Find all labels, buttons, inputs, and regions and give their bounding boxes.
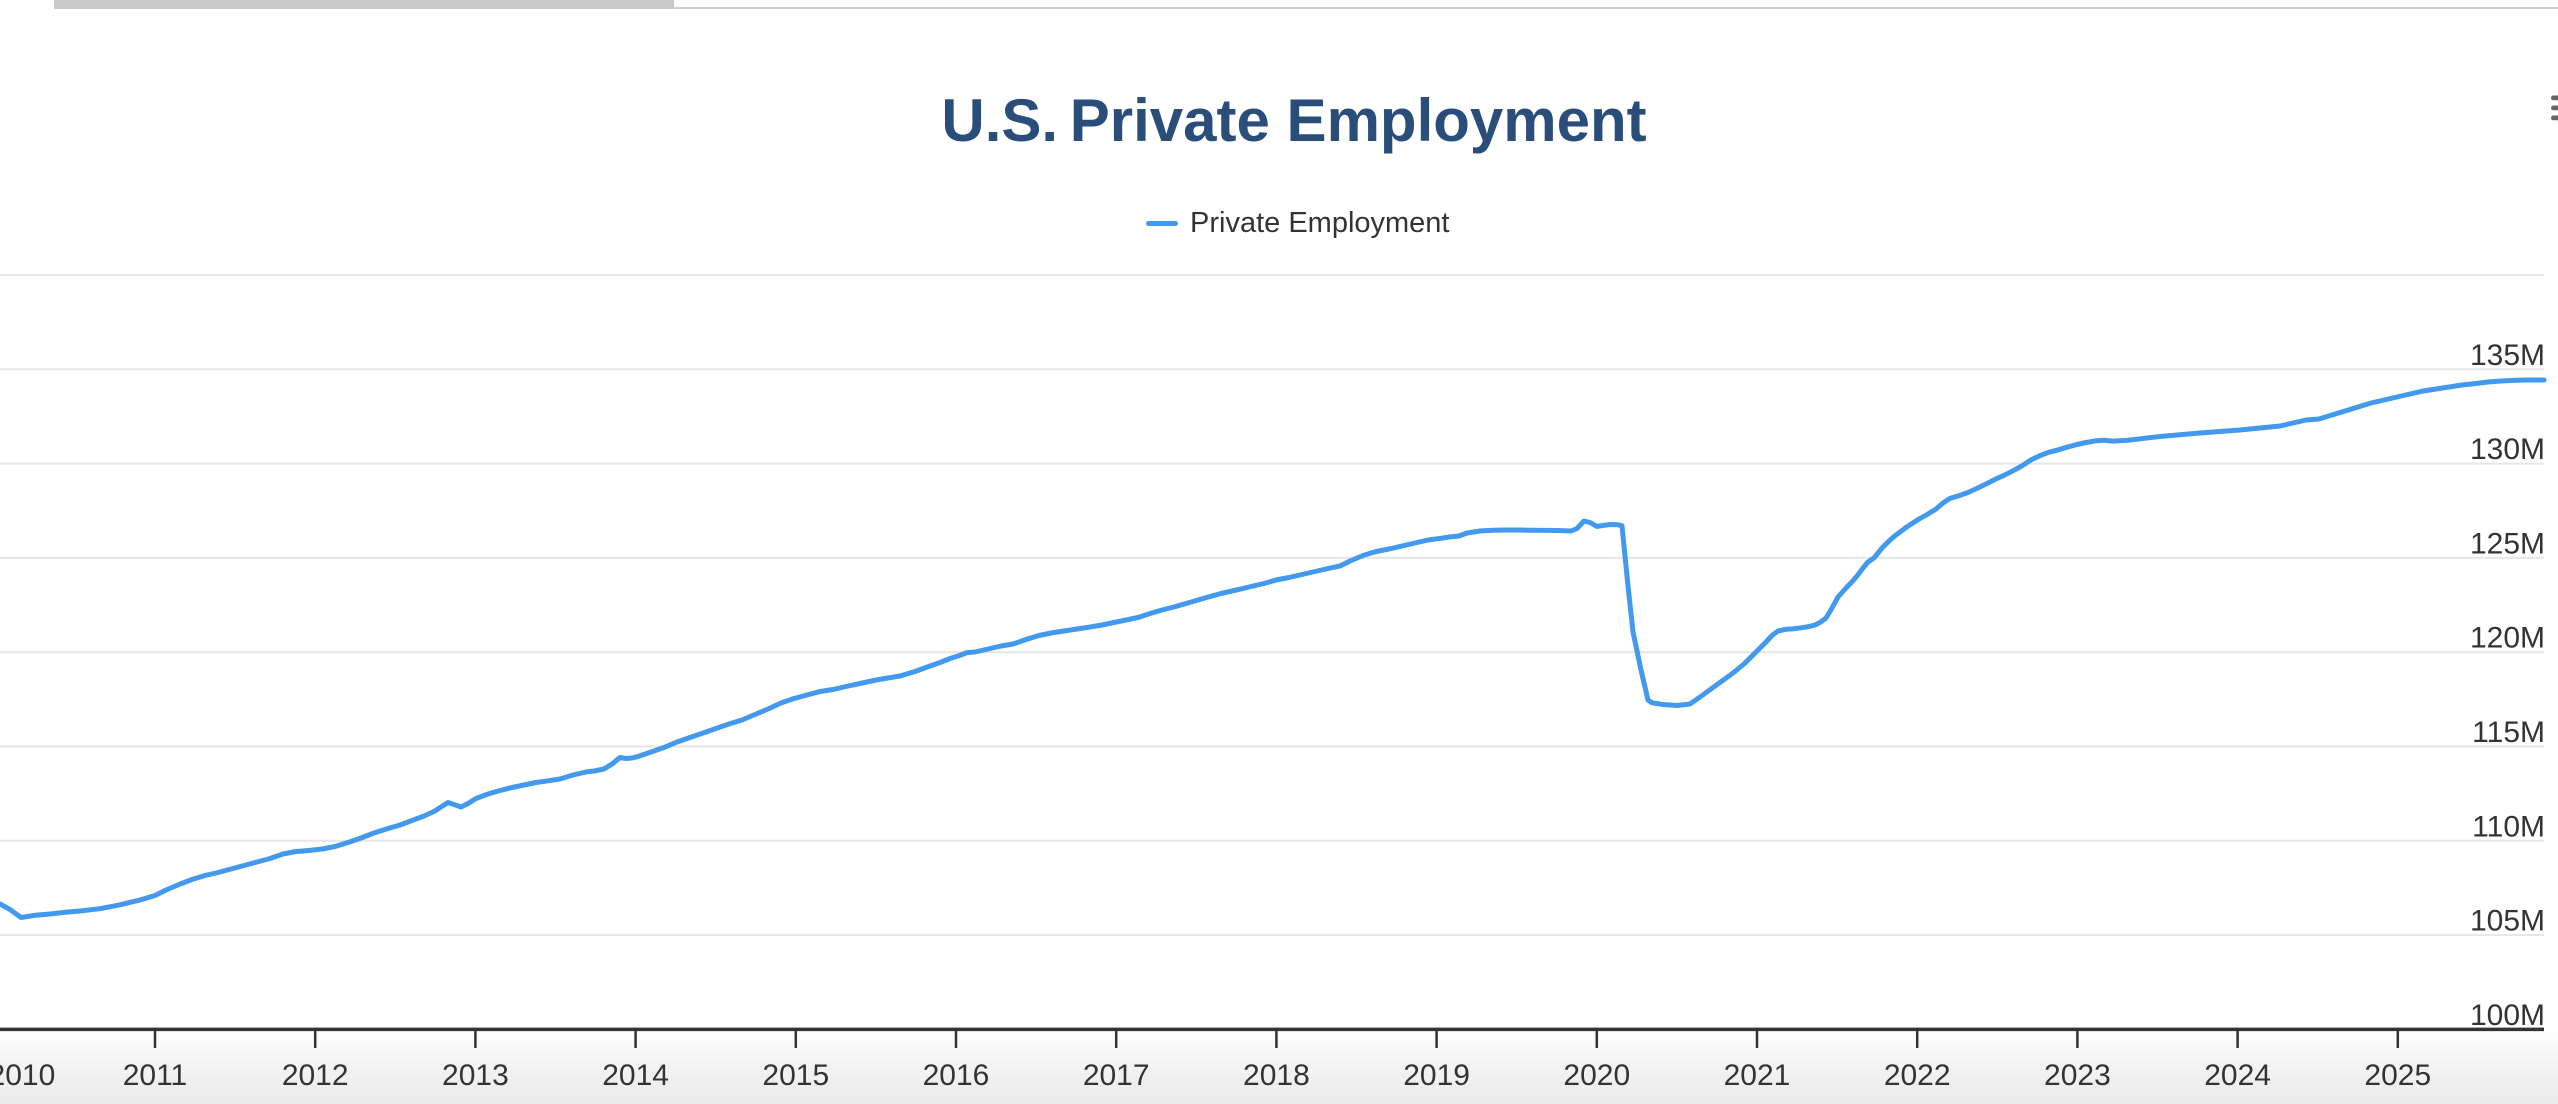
svg-text:2023: 2023 (2044, 1059, 2111, 1092)
svg-text:2015: 2015 (762, 1059, 829, 1092)
svg-text:2010: 2010 (0, 1059, 55, 1092)
svg-text:2024: 2024 (2204, 1059, 2271, 1092)
svg-text:2014: 2014 (602, 1059, 669, 1092)
svg-text:2021: 2021 (1724, 1059, 1791, 1092)
svg-text:2018: 2018 (1243, 1059, 1310, 1092)
svg-text:110M: 110M (2472, 810, 2545, 843)
svg-text:135M: 135M (2470, 339, 2545, 372)
svg-text:2019: 2019 (1403, 1059, 1470, 1092)
svg-text:120M: 120M (2470, 622, 2545, 655)
svg-text:2011: 2011 (123, 1059, 188, 1092)
svg-text:2022: 2022 (1884, 1059, 1951, 1092)
svg-text:2013: 2013 (442, 1059, 509, 1092)
svg-text:105M: 105M (2470, 905, 2545, 938)
svg-text:2020: 2020 (1563, 1059, 1630, 1092)
svg-text:100M: 100M (2470, 999, 2545, 1032)
svg-text:2025: 2025 (2364, 1059, 2431, 1092)
svg-text:115M: 115M (2472, 716, 2545, 749)
svg-text:125M: 125M (2470, 527, 2545, 560)
svg-text:2016: 2016 (923, 1059, 990, 1092)
svg-text:130M: 130M (2470, 433, 2545, 466)
svg-text:2017: 2017 (1083, 1059, 1150, 1092)
svg-text:2012: 2012 (282, 1059, 349, 1092)
